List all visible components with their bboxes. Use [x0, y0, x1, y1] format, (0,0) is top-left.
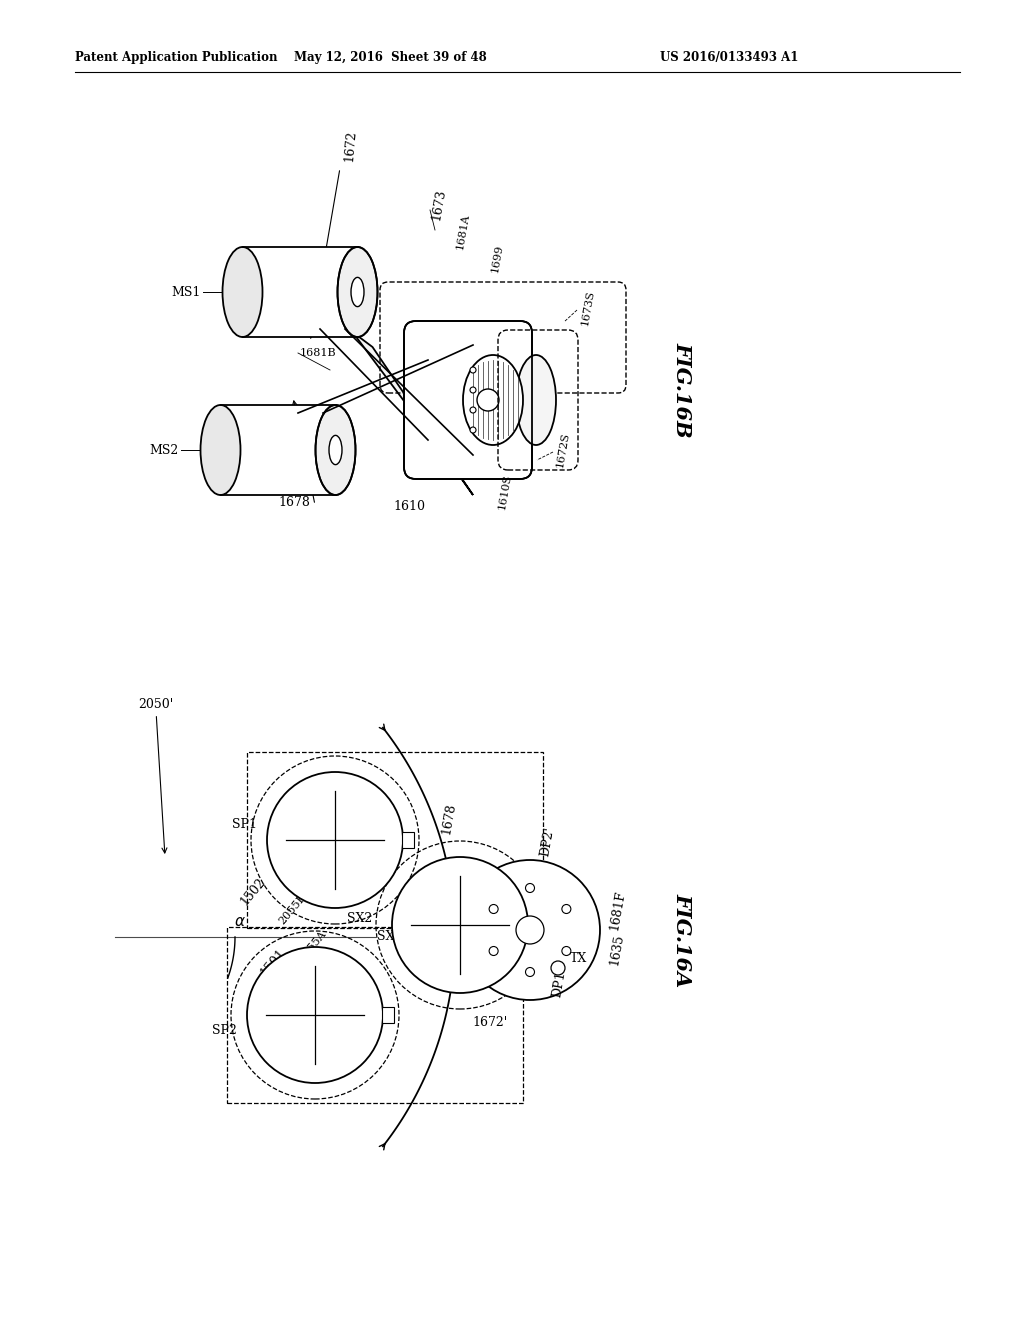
Text: SP2: SP2 — [212, 1023, 237, 1036]
Text: FIG.16A: FIG.16A — [672, 892, 692, 987]
Bar — [247, 752, 543, 928]
Text: FIG.16B: FIG.16B — [672, 342, 692, 438]
FancyBboxPatch shape — [404, 321, 532, 479]
Text: $\alpha$: $\alpha$ — [234, 915, 246, 929]
Ellipse shape — [516, 916, 544, 944]
Text: Patent Application Publication: Patent Application Publication — [75, 51, 278, 65]
Text: 1672: 1672 — [342, 129, 357, 162]
Ellipse shape — [525, 883, 535, 892]
Text: MS1: MS1 — [171, 285, 201, 298]
Text: DP1': DP1' — [550, 968, 568, 999]
Text: May 12, 2016  Sheet 39 of 48: May 12, 2016 Sheet 39 of 48 — [294, 51, 486, 65]
Text: 1673S: 1673S — [580, 289, 596, 326]
Ellipse shape — [551, 961, 565, 975]
Ellipse shape — [460, 861, 600, 1001]
Text: TX: TX — [570, 952, 587, 965]
Ellipse shape — [470, 387, 476, 393]
Ellipse shape — [222, 247, 262, 337]
Ellipse shape — [329, 436, 342, 465]
Ellipse shape — [489, 946, 498, 956]
Ellipse shape — [470, 367, 476, 374]
Text: 2055A: 2055A — [297, 929, 329, 964]
Ellipse shape — [392, 857, 528, 993]
Ellipse shape — [562, 946, 570, 956]
Text: 1699: 1699 — [490, 243, 505, 273]
Text: 1678: 1678 — [279, 496, 310, 510]
Text: 1672': 1672' — [472, 1016, 507, 1030]
Ellipse shape — [516, 355, 556, 445]
Ellipse shape — [267, 772, 403, 908]
Ellipse shape — [525, 968, 535, 977]
Text: 1635: 1635 — [608, 933, 627, 966]
Ellipse shape — [338, 247, 378, 337]
Text: SX1: SX1 — [377, 929, 402, 942]
Text: US 2016/0133493 A1: US 2016/0133493 A1 — [660, 51, 799, 65]
Ellipse shape — [489, 904, 498, 913]
Text: 1681B: 1681B — [300, 348, 337, 358]
Bar — [418, 335, 518, 465]
Ellipse shape — [247, 946, 383, 1082]
Text: 1610S: 1610S — [497, 474, 513, 511]
Ellipse shape — [562, 904, 570, 913]
Ellipse shape — [477, 389, 499, 411]
Polygon shape — [352, 333, 473, 495]
Text: 1672S: 1672S — [555, 432, 571, 469]
Bar — [243, 247, 357, 337]
Ellipse shape — [470, 407, 476, 413]
Ellipse shape — [470, 426, 476, 433]
Text: 1681F: 1681F — [608, 888, 628, 931]
Bar — [227, 927, 523, 1104]
Ellipse shape — [351, 277, 364, 306]
Ellipse shape — [463, 355, 523, 445]
Text: 1501: 1501 — [258, 946, 288, 979]
Text: 1681A: 1681A — [455, 213, 471, 251]
Ellipse shape — [201, 405, 241, 495]
Text: SP1: SP1 — [232, 818, 257, 832]
Bar — [382, 1007, 394, 1023]
Bar — [402, 832, 414, 847]
Text: 1678: 1678 — [440, 803, 459, 836]
Text: MS2: MS2 — [150, 444, 178, 457]
Text: SX2: SX2 — [347, 912, 373, 925]
Text: 1673: 1673 — [430, 189, 449, 222]
Text: 2055B: 2055B — [278, 892, 308, 927]
Text: 2050': 2050' — [138, 698, 173, 853]
Bar — [220, 405, 336, 495]
Text: DP2': DP2' — [538, 826, 556, 858]
Text: 1610: 1610 — [393, 499, 425, 512]
Text: 1502: 1502 — [238, 875, 268, 908]
Ellipse shape — [315, 405, 355, 495]
